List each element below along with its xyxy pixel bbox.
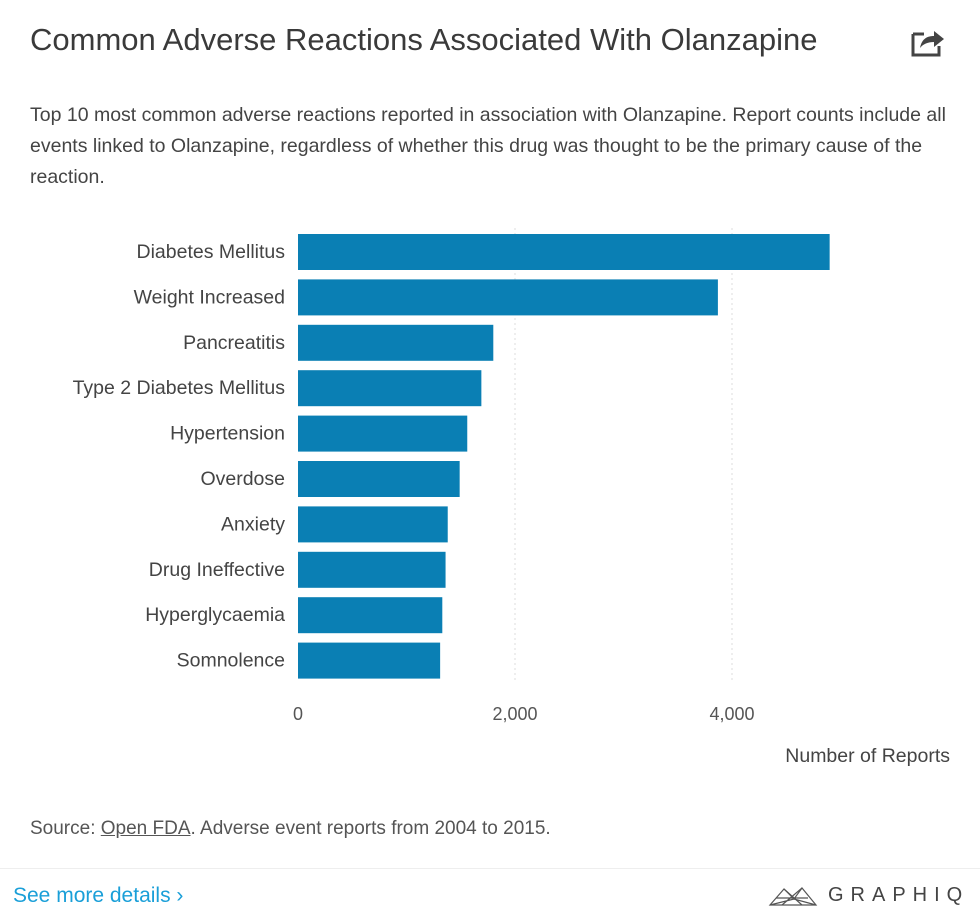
x-axis-label: Number of Reports — [785, 745, 950, 767]
bar — [298, 551, 446, 588]
graphiq-logo[interactable]: GRAPHIQ — [768, 884, 969, 907]
category-label: Anxiety — [221, 513, 285, 535]
see-more-details-link[interactable]: See more details › — [13, 884, 184, 907]
bar — [298, 461, 460, 497]
graphiq-mountain-icon — [768, 886, 818, 906]
source-link[interactable]: Open FDA — [100, 818, 191, 839]
bar — [298, 415, 468, 452]
brand-name: GRAPHIQ — [828, 884, 970, 906]
bar — [298, 279, 718, 316]
share-icon[interactable] — [910, 26, 946, 58]
source-suffix: . Adverse event reports from 2004 to 201… — [190, 818, 551, 839]
bar-chart: 0 2,000 4,000 Diabetes Mellitus Weight Incre… — [73, 228, 950, 767]
category-label: Drug Ineffective — [149, 559, 285, 581]
category-label: Hyperglycaemia — [145, 604, 285, 626]
bar — [298, 234, 830, 270]
category-label: Hypertension — [170, 423, 285, 445]
chart-subtitle: Top 10 most common adverse reactions rep… — [30, 104, 946, 188]
category-label: Somnolence — [177, 650, 285, 672]
category-label: Type 2 Diabetes Mellitus — [73, 377, 286, 399]
bar — [298, 370, 482, 407]
source-note: Source: Open FDA. Adverse event reports … — [30, 818, 551, 840]
x-tick-label: 2,000 — [492, 704, 537, 724]
category-label: Pancreatitis — [183, 332, 285, 354]
x-tick-label: 4,000 — [709, 704, 754, 724]
bar — [298, 642, 441, 679]
bar — [298, 324, 494, 361]
category-label: Diabetes Mellitus — [137, 241, 286, 263]
category-label: Weight Increased — [134, 286, 285, 308]
category-label: Overdose — [200, 468, 285, 490]
footer — [0, 868, 980, 922]
x-tick-label: 0 — [293, 704, 303, 724]
chart-title: Common Adverse Reactions Associated With… — [30, 22, 818, 57]
bar — [298, 597, 443, 634]
source-prefix: Source: — [30, 818, 101, 839]
bar — [298, 506, 448, 543]
